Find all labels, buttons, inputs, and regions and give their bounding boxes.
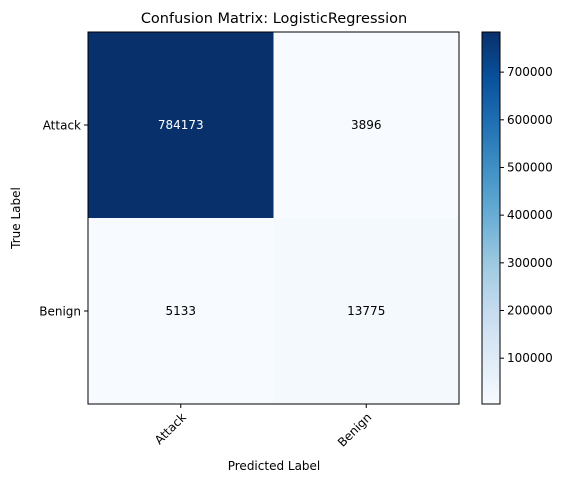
colorbar-tick-label: 200000 <box>507 304 553 318</box>
heatmap-cell <box>273 32 459 218</box>
heatmap-cells <box>88 32 459 404</box>
colorbar-tick-label: 500000 <box>507 160 553 174</box>
colorbar-ticks: 100000 200000 300000 400000 500000 600000 7000… <box>500 65 553 365</box>
cell-value-labels: 784173 3896 5133 13775 <box>158 118 386 318</box>
colorbar-tick-label: 600000 <box>507 113 553 127</box>
y-axis: Attack Benign <box>39 119 88 319</box>
cell-value-label: 784173 <box>158 118 204 132</box>
heatmap-cell <box>88 218 274 404</box>
cell-value-label: 3896 <box>351 118 382 132</box>
x-axis-label: Predicted Label <box>228 459 321 473</box>
cell-value-label: 13775 <box>347 304 385 318</box>
colorbar-tick-label: 400000 <box>507 208 553 222</box>
y-tick-label: Benign <box>39 305 81 319</box>
plot-frame <box>87 31 460 405</box>
heatmap-cell <box>88 32 274 218</box>
x-tick-label: Attack <box>152 410 189 447</box>
colorbar-tick-label: 300000 <box>507 256 553 270</box>
chart-title: Confusion Matrix: LogisticRegression <box>141 11 407 27</box>
y-tick-label: Attack <box>43 119 81 133</box>
cell-value-label: 5133 <box>165 304 196 318</box>
x-tick-label: Benign <box>335 410 374 449</box>
y-axis-label: True Label <box>9 187 23 250</box>
x-axis: Attack Benign <box>152 404 374 450</box>
colorbar-tick-label: 100000 <box>507 351 553 365</box>
heatmap-cell <box>273 218 459 404</box>
colorbar <box>481 31 501 405</box>
colorbar-tick-label: 700000 <box>507 65 553 79</box>
